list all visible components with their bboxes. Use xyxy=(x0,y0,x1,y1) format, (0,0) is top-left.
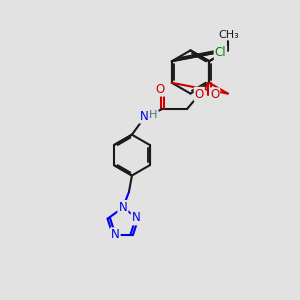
Text: O: O xyxy=(195,88,204,101)
Text: N: N xyxy=(132,212,140,224)
Text: N: N xyxy=(118,201,127,214)
Text: O: O xyxy=(210,88,219,101)
Text: O: O xyxy=(155,82,165,96)
Text: CH₃: CH₃ xyxy=(219,29,239,40)
Text: Cl: Cl xyxy=(215,46,226,59)
Text: N: N xyxy=(118,201,127,214)
Text: N: N xyxy=(140,110,148,123)
Text: H: H xyxy=(149,110,158,120)
Text: N: N xyxy=(111,228,120,241)
